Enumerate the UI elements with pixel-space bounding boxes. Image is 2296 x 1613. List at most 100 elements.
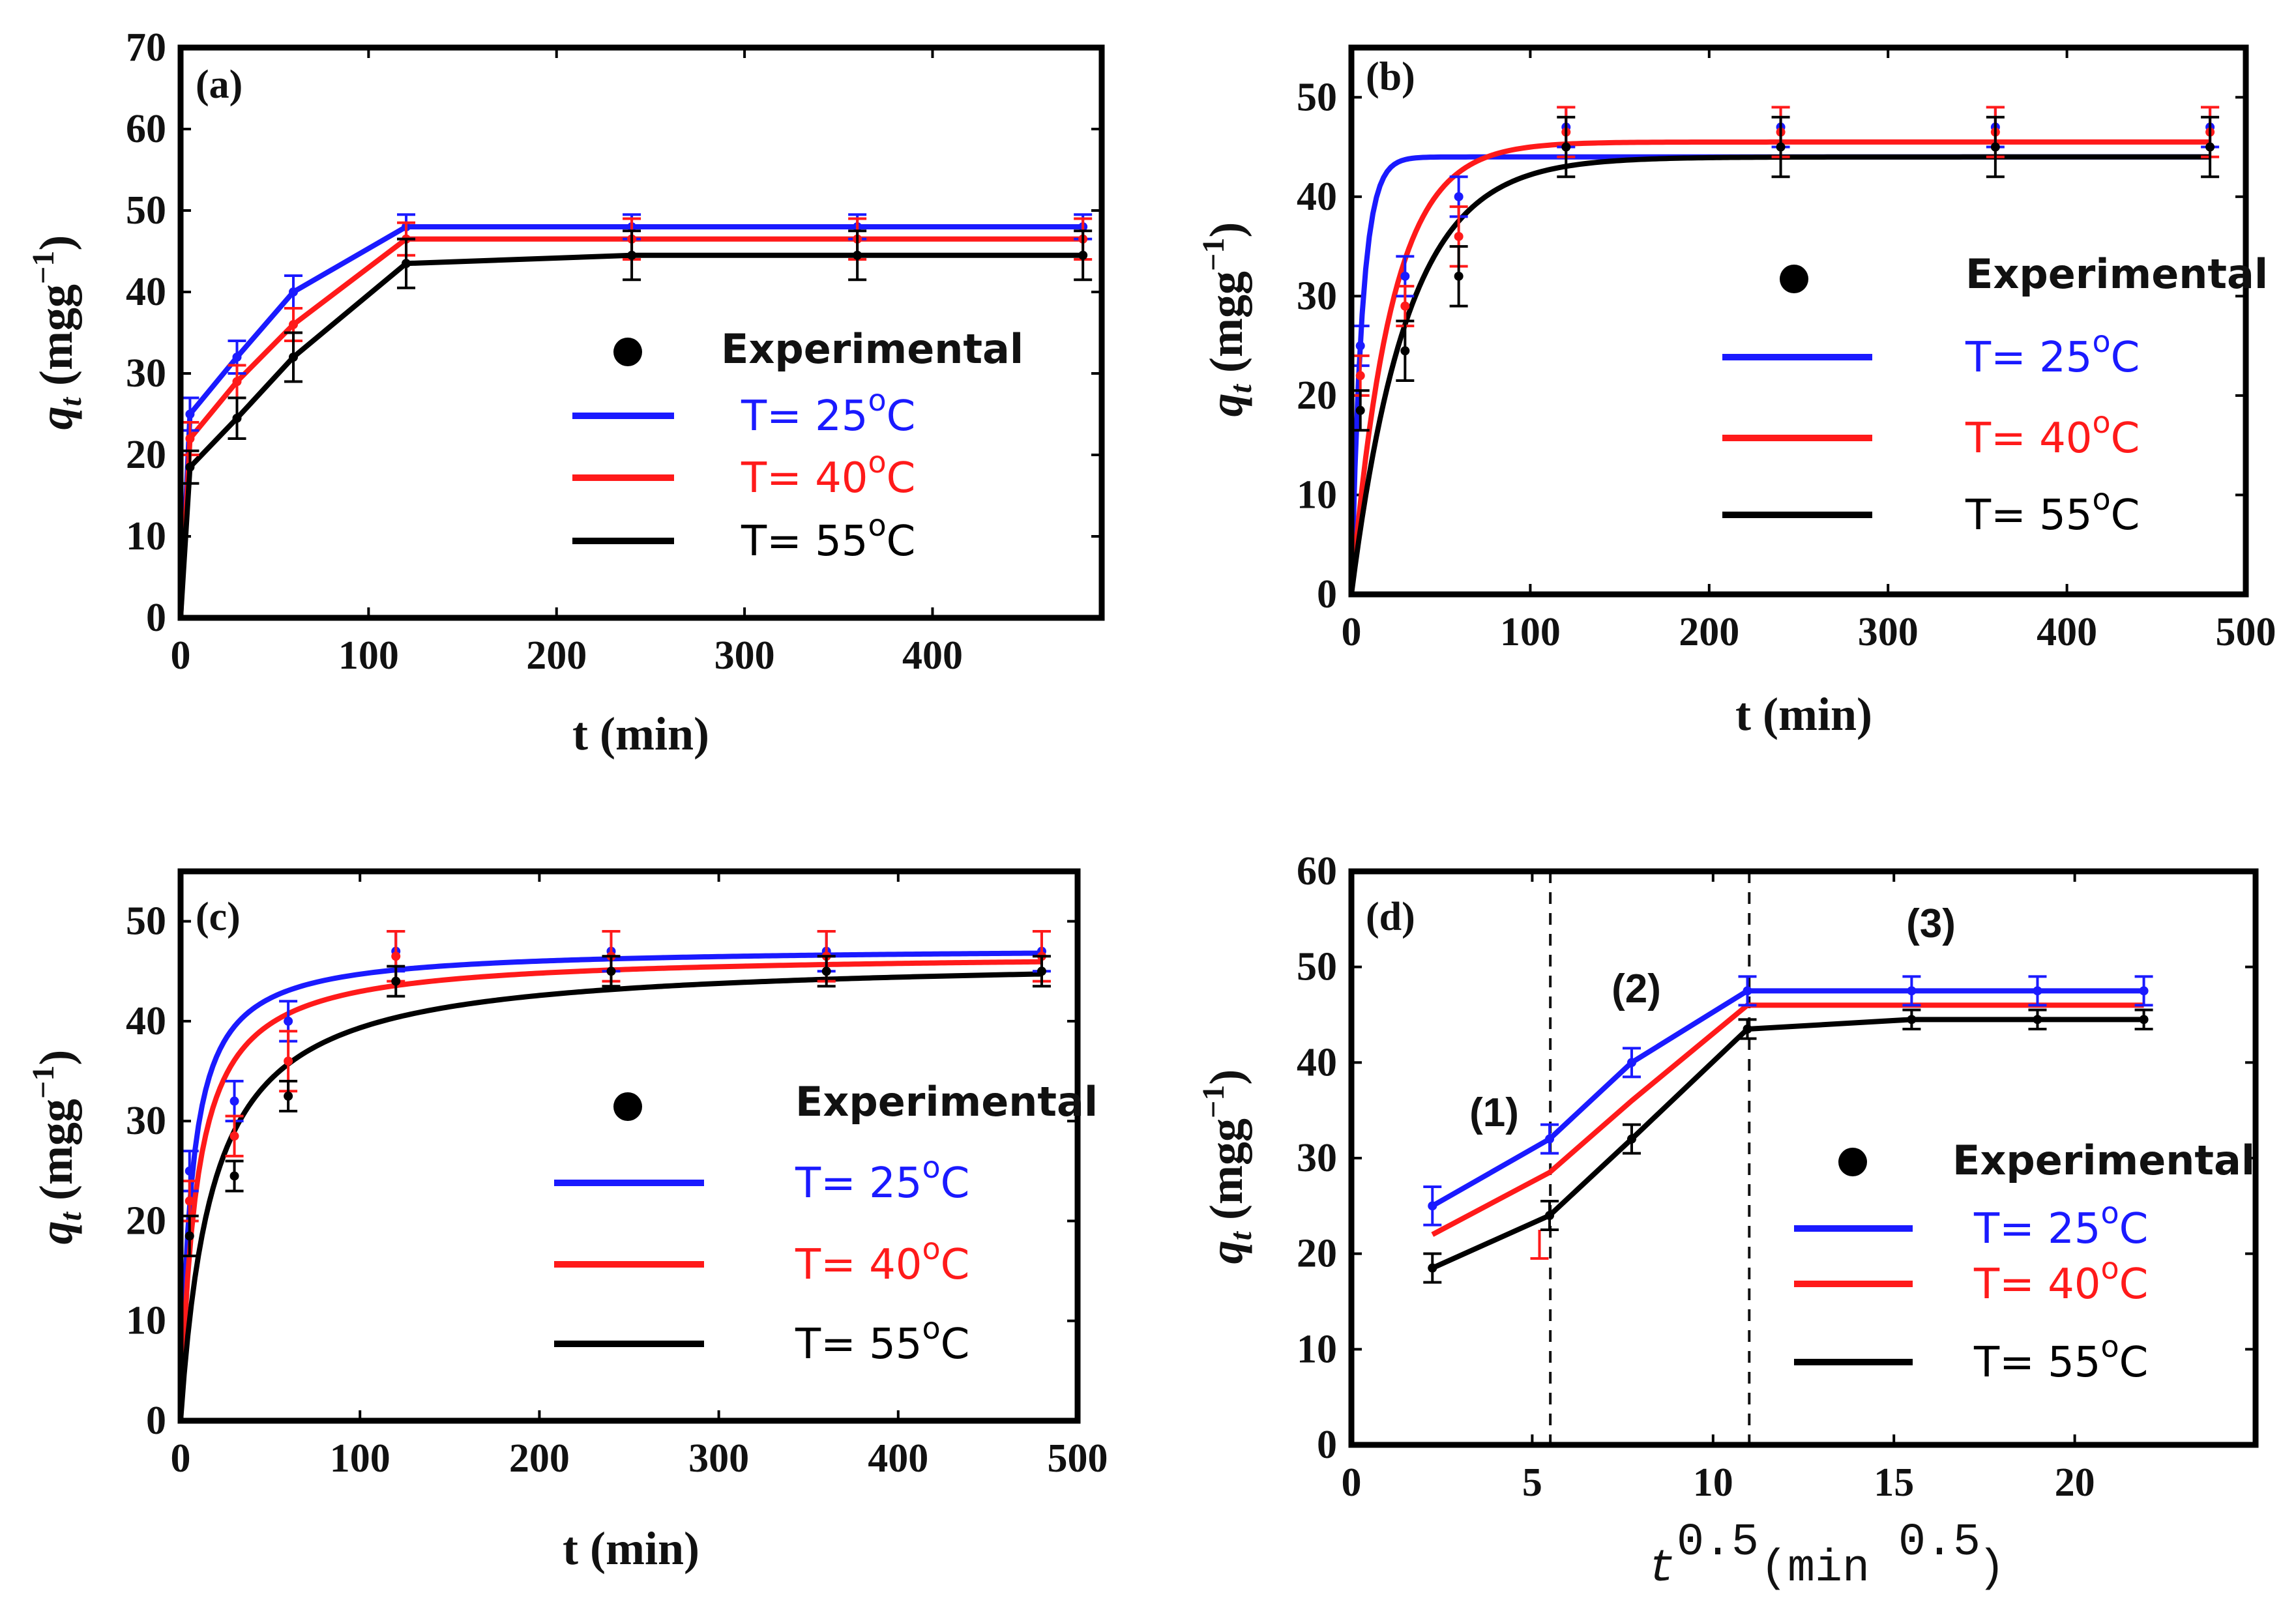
x-axis-label-d: t 0.5 (min 0.5 ) (1648, 1517, 2005, 1595)
x-tick-label-a-3: 300 (714, 633, 775, 678)
data-point-a-2-2 (289, 353, 299, 362)
y-tick-label-c-3: 30 (126, 1099, 166, 1143)
x-tick-label-d-3: 15 (1874, 1460, 1914, 1505)
plot-frame-a (177, 44, 1105, 621)
y-tick-label-a-4: 40 (126, 270, 166, 314)
legend-marker-experimental-d (1838, 1148, 1867, 1176)
fit-curve-a-0 (178, 224, 1083, 618)
data-point-c-2-1 (229, 1171, 239, 1181)
legend-label-d-1: T= 40oC (1973, 1251, 2148, 1309)
panel-label-a: (a) (196, 63, 243, 107)
y-tick-label-b-1: 10 (1297, 472, 1337, 517)
x-tick-label-b-1: 100 (1500, 610, 1561, 654)
y-tick-label-d-1: 10 (1297, 1327, 1337, 1371)
data-point-d-2-5 (2033, 1015, 2042, 1024)
legend-label-d-2: T= 55oC (1973, 1329, 2148, 1387)
y-tick-label-a-2: 20 (126, 433, 166, 477)
x-axis-label-b: t (min) (1735, 688, 1872, 740)
data-point-d-0-5 (2033, 986, 2042, 996)
x-tick-label-d-2: 10 (1693, 1460, 1733, 1505)
y-tick-label-a-5: 50 (126, 188, 166, 233)
data-point-c-1-1 (229, 1131, 239, 1141)
data-point-b-0-0 (1355, 341, 1365, 351)
y-axis-label-b: qt (mgg−1) (1196, 222, 1258, 417)
y-tick-label-a-0: 0 (146, 596, 166, 640)
data-point-c-0-0 (184, 1166, 194, 1176)
y-axis-label-c: qt (mgg−1) (26, 1050, 88, 1245)
data-point-a-1-2 (289, 320, 299, 329)
panel-c: 0 100 200 300 400 500 0 10 20 30 40 50 qt (mgg−1) Exp… (26, 868, 1108, 1575)
x-tick-label-a-1: 100 (338, 633, 399, 678)
plot-frame-c (177, 868, 1081, 1424)
legend-label-experimental-a: Experimental (721, 325, 1023, 373)
fit-curve-a-2 (178, 252, 1083, 618)
data-point-d-0-4 (1907, 986, 1917, 996)
panel-label-d: (d) (1366, 895, 1415, 939)
plot-frame-b (1348, 44, 2249, 598)
region-label-3: (3) (1906, 901, 1956, 946)
data-point-d-0-3 (1743, 986, 1752, 996)
data-point-d-0-2 (1626, 1058, 1636, 1068)
y-tick-label-b-4: 40 (1297, 175, 1337, 219)
legend-label-b-0: T= 25oC (1965, 324, 2140, 382)
y-tick-label-d-6: 60 (1297, 849, 1337, 894)
legend-label-c-0: T= 25oC (795, 1150, 969, 1208)
x-tick-label-c-2: 200 (509, 1436, 570, 1481)
x-tick-label-d-0: 0 (1342, 1460, 1362, 1505)
data-point-c-2-4 (606, 966, 616, 976)
data-point-b-0-1 (1400, 271, 1410, 281)
y-tick-label-b-2: 20 (1297, 373, 1337, 418)
region-label-2: (2) (1612, 966, 1661, 1011)
legend-label-b-2: T= 55oC (1965, 482, 2140, 540)
y-axis-label-d: qt (mgg−1) (1196, 1069, 1258, 1264)
plot-frame-d (1348, 868, 2259, 1448)
x-label-d-exp: 0.5 (1677, 1517, 1759, 1569)
data-point-b-2-5 (1990, 142, 2000, 152)
x-tick-label-c-0: 0 (171, 1436, 191, 1481)
legend-label-c-2: T= 55oC (795, 1311, 969, 1369)
data-point-d-2-0 (1428, 1263, 1437, 1273)
data-point-a-0-2 (289, 287, 299, 297)
panel-label-c: (c) (196, 895, 241, 939)
data-point-c-0-1 (229, 1096, 239, 1106)
fit-curve-c-2 (178, 971, 1042, 1421)
x-tick-label-a-4: 400 (902, 633, 963, 678)
plot-area-c: 0 100 200 300 400 500 0 10 20 30 40 50 qt (mgg−1) Exp… (26, 868, 1108, 1481)
data-point-b-2-4 (1776, 142, 1786, 152)
y-tick-label-c-0: 0 (146, 1399, 166, 1443)
data-point-a-2-4 (627, 250, 637, 260)
x-label-d-unit-exp: 0.5 (1898, 1517, 1980, 1569)
data-point-a-2-1 (232, 413, 242, 423)
plot-area-a: 0 100 200 300 400 0 10 20 30 40 50 60 70 qt (mgg−1) Ex… (26, 25, 1105, 678)
y-axis-label-a: qt (mgg−1) (26, 235, 88, 430)
data-point-c-2-0 (184, 1231, 194, 1241)
legend-label-experimental-c: Experimental (795, 1078, 1098, 1126)
legend-label-c-1: T= 40oC (795, 1231, 969, 1289)
fit-curve-a-1 (178, 236, 1083, 618)
data-point-a-2-6 (1078, 250, 1088, 260)
legend-marker-experimental-b (1780, 265, 1808, 293)
data-point-b-1-1 (1400, 301, 1410, 311)
x-axis-label-a: t (min) (572, 708, 709, 760)
y-tick-label-d-5: 50 (1297, 945, 1337, 989)
x-tick-label-b-0: 0 (1342, 610, 1362, 654)
data-point-d-2-3 (1743, 1024, 1752, 1034)
y-tick-label-a-6: 60 (126, 107, 166, 151)
y-tick-label-c-5: 50 (126, 899, 166, 944)
panel-label-b: (b) (1366, 55, 1415, 99)
data-point-a-2-3 (402, 259, 411, 269)
plot-area-d: 0 5 10 15 20 0 10 20 30 40 50 60 qt (mgg−1) Experimen… (1196, 849, 2259, 1505)
x-tick-label-a-2: 200 (526, 633, 587, 678)
data-point-c-1-2 (284, 1056, 293, 1066)
data-point-b-2-2 (1454, 271, 1464, 281)
data-point-b-2-0 (1355, 405, 1365, 415)
y-tick-label-c-2: 20 (126, 1199, 166, 1243)
data-point-a-2-0 (185, 462, 195, 472)
data-point-a-0-0 (185, 409, 195, 419)
x-tick-label-d-1: 5 (1522, 1460, 1542, 1505)
x-tick-label-b-3: 300 (1858, 610, 1919, 654)
y-tick-label-c-4: 40 (126, 999, 166, 1043)
plot-area-b: 0 100 200 300 400 500 0 10 20 30 40 50 qt (mgg−1) Exp… (1196, 44, 2276, 654)
x-tick-label-d-4: 20 (2055, 1460, 2095, 1505)
